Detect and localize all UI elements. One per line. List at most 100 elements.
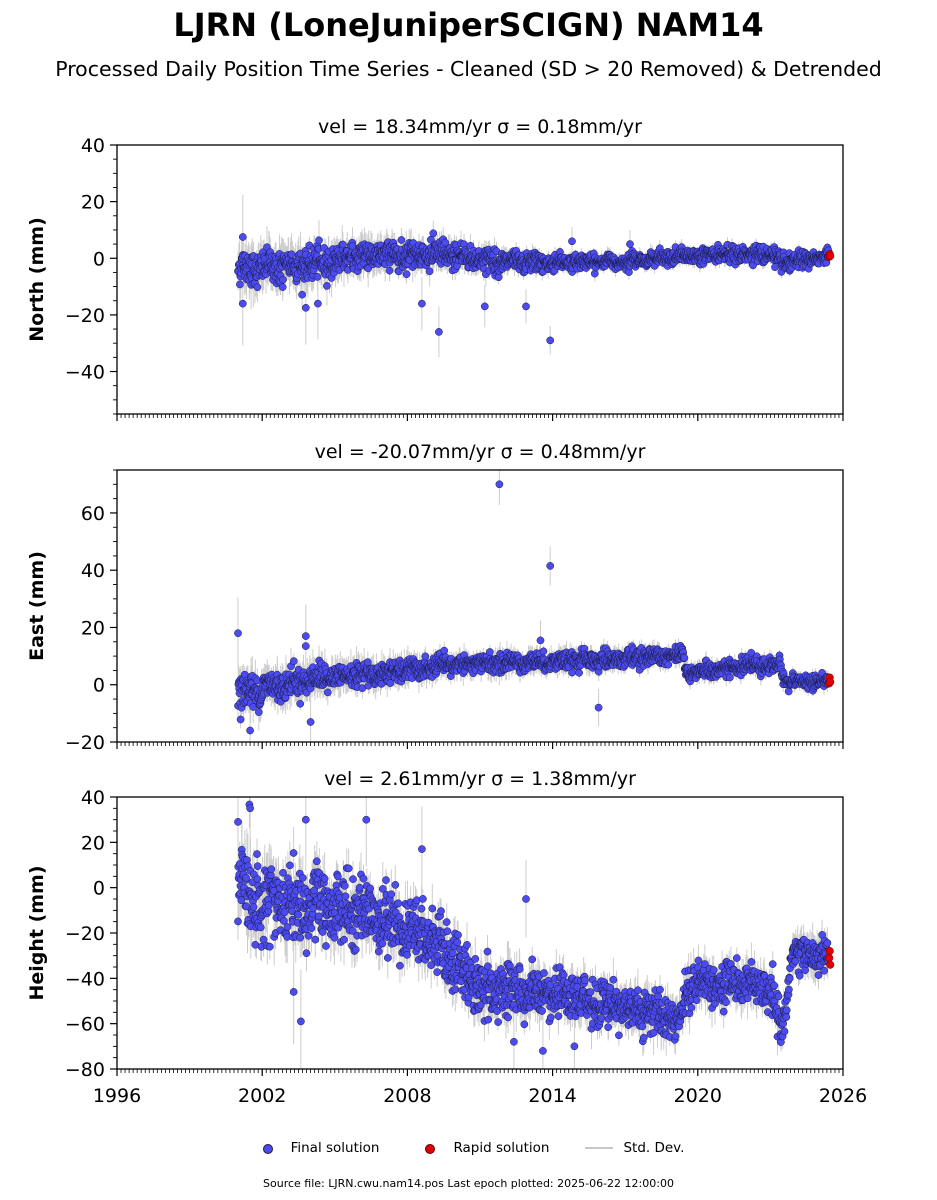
final-solution-point xyxy=(366,884,375,893)
final-solution-point xyxy=(771,263,779,272)
final-solution-point xyxy=(639,1033,648,1042)
final-solution-point xyxy=(604,1023,612,1032)
final-solution-point xyxy=(314,299,322,308)
final-solution-point xyxy=(309,904,318,913)
final-solution-point xyxy=(539,647,548,656)
final-solution-point xyxy=(320,874,329,883)
final-solution-point xyxy=(437,907,445,915)
final-solution-point xyxy=(568,237,576,246)
final-solution-point xyxy=(294,910,303,919)
panel-height: vel = 2.61mm/yr σ = 1.38mm/yr Height (mm)… xyxy=(26,768,867,1107)
final-solution-point xyxy=(234,629,242,638)
final-solution-point xyxy=(546,562,555,570)
final-solution-point xyxy=(451,985,460,994)
final-solution-point xyxy=(341,892,350,901)
final-solution-point xyxy=(253,850,261,858)
final-solution-point xyxy=(298,290,306,299)
final-solution-point xyxy=(427,961,436,970)
final-solution-point xyxy=(546,980,555,989)
final-solution-point xyxy=(421,652,430,661)
final-solution-point xyxy=(538,1007,546,1015)
y-tick-label: 0 xyxy=(93,675,105,697)
final-solution-point xyxy=(546,1013,555,1022)
final-solution-point xyxy=(312,857,321,866)
final-solution-point xyxy=(440,646,449,655)
std-dev-lines xyxy=(237,470,829,742)
final-solution-point xyxy=(334,872,342,881)
data-layer xyxy=(234,797,835,1069)
y-axis-label: North (mm) xyxy=(26,217,48,342)
final-solution-point xyxy=(249,903,258,911)
final-solution-point xyxy=(374,947,383,956)
final-solution-point xyxy=(348,242,357,250)
y-tick-label: 60 xyxy=(81,503,105,525)
final-solution-point xyxy=(626,240,634,248)
y-tick-label: −40 xyxy=(65,362,105,384)
final-solution-point xyxy=(515,965,524,973)
final-solution-point xyxy=(528,955,537,964)
final-solution-point xyxy=(287,250,296,259)
final-solution-point xyxy=(238,299,247,308)
final-solution-point xyxy=(311,935,320,944)
final-solution-point xyxy=(664,660,673,669)
final-solution-point xyxy=(289,657,298,665)
final-solution-point xyxy=(435,328,443,336)
final-solution-point xyxy=(254,708,263,716)
final-solution-point xyxy=(296,699,305,708)
y-tick-label: −20 xyxy=(65,305,105,327)
final-solution-point xyxy=(289,849,298,857)
final-solution-points xyxy=(234,800,832,1055)
main-title: LJRN (LoneJuniperSCIGN) NAM14 xyxy=(173,6,764,44)
final-solution-point xyxy=(253,862,262,871)
panel-north: vel = 18.34mm/yr σ = 0.18mm/yr North (mm)… xyxy=(26,116,844,421)
final-solution-point xyxy=(680,654,689,662)
rapid-solution-points xyxy=(825,249,835,261)
y-tick-label: 40 xyxy=(81,560,105,582)
final-solution-point xyxy=(726,673,734,682)
final-solution-point xyxy=(286,861,294,870)
axes-frame xyxy=(116,469,844,743)
final-solution-point xyxy=(784,687,793,696)
final-solution-point xyxy=(453,938,462,947)
panel-title: vel = 2.61mm/yr σ = 1.38mm/yr xyxy=(324,768,636,790)
final-solution-point xyxy=(403,950,411,959)
final-solution-point xyxy=(349,875,357,883)
final-solution-point xyxy=(283,923,292,931)
final-solution-point xyxy=(441,238,450,247)
final-solution-point xyxy=(568,668,576,677)
final-solution-point xyxy=(634,986,642,995)
y-axis-label: Height (mm) xyxy=(26,865,48,1000)
final-solution-point xyxy=(306,718,315,726)
final-solution-point xyxy=(348,927,357,935)
final-solution-point xyxy=(315,236,323,245)
final-solution-point xyxy=(386,679,395,687)
final-solution-point xyxy=(280,917,288,925)
final-solution-point xyxy=(322,942,330,950)
panel-title: vel = 18.34mm/yr σ = 0.18mm/yr xyxy=(318,116,642,138)
final-solution-point xyxy=(280,908,289,917)
panel-title: vel = -20.07mm/yr σ = 0.48mm/yr xyxy=(315,441,646,463)
final-solution-point xyxy=(301,303,310,312)
final-solution-point xyxy=(256,923,265,932)
final-solution-point xyxy=(279,868,287,877)
final-solution-point xyxy=(397,236,406,244)
final-solution-point xyxy=(279,275,287,284)
final-solution-point xyxy=(385,266,394,275)
final-solution-point xyxy=(480,302,489,311)
final-solution-point xyxy=(314,912,323,921)
final-solution-point xyxy=(463,941,471,949)
final-solution-point xyxy=(265,942,274,951)
final-solution-point xyxy=(234,917,242,926)
final-solution-point xyxy=(310,886,319,895)
final-solution-point xyxy=(575,668,583,677)
final-solution-point xyxy=(484,1015,493,1024)
final-solution-point xyxy=(304,931,313,940)
final-solution-point xyxy=(402,270,411,279)
final-solution-point xyxy=(454,931,462,939)
final-solution-point xyxy=(313,273,322,281)
final-solution-point xyxy=(378,939,387,948)
final-solution-point xyxy=(394,899,403,908)
final-solution-point xyxy=(253,875,262,883)
final-solution-point xyxy=(638,1022,647,1031)
